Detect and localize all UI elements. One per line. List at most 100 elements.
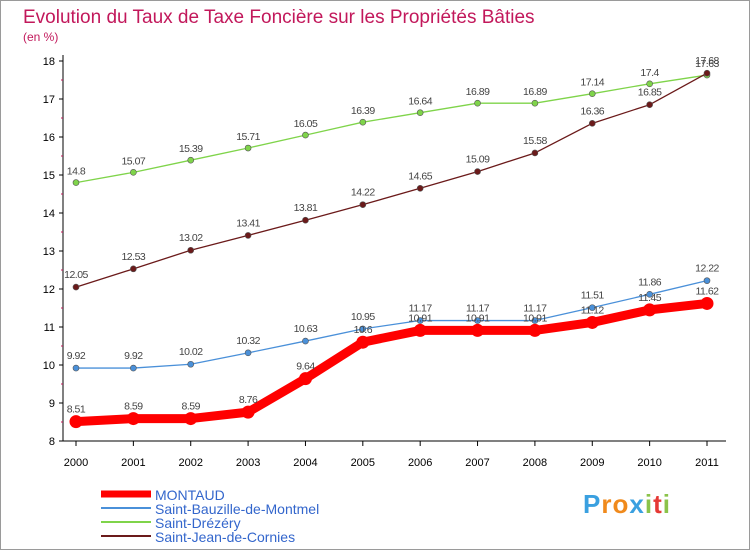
data-point — [302, 337, 309, 345]
series-line — [75, 74, 708, 184]
data-label: 10.63 — [294, 323, 318, 335]
data-point — [588, 304, 596, 311]
data-label: 9.64 — [296, 361, 315, 373]
data-label: 14.65 — [408, 170, 432, 182]
data-label: 8.76 — [239, 394, 258, 406]
data-labels-saint-bauzille-de-montmel: 9.92 9.92 10.02 10.32 10.63 10.95 11.17 11.17 11… — [67, 263, 720, 362]
data-point — [184, 412, 198, 426]
x-tick-label: 2002 — [178, 457, 202, 469]
data-point — [359, 325, 367, 333]
data-label: 10.95 — [351, 311, 375, 323]
series-line — [75, 279, 708, 369]
data-label: 11.12 — [581, 304, 605, 316]
series-saint-dr-z-ry — [72, 71, 711, 186]
data-point — [130, 265, 137, 273]
data-point — [130, 364, 137, 372]
data-label: 12.53 — [121, 251, 145, 263]
chart-title: Evolution du Taux de Taxe Foncière sur l… — [23, 7, 535, 28]
data-label: 11.17 — [466, 303, 490, 315]
proxiti-logo: Proxiti — [583, 489, 671, 520]
legend-label: Saint-Jean-de-Cornies — [155, 529, 295, 545]
data-point — [69, 415, 83, 429]
data-point — [130, 169, 137, 176]
x-tick-label: 2005 — [351, 457, 375, 469]
data-point — [474, 99, 481, 107]
x-tick-label: 2007 — [465, 457, 489, 469]
data-label: 11.45 — [638, 292, 662, 304]
data-label: 15.09 — [466, 154, 490, 166]
data-point — [244, 349, 252, 357]
data-point — [416, 185, 424, 192]
y-tick-label: 14 — [43, 208, 55, 220]
data-label: 11.17 — [523, 303, 547, 315]
y-tick-label: 10 — [43, 360, 55, 372]
series-saint-jean-de-cornies — [72, 69, 711, 291]
data-point — [471, 323, 485, 337]
data-point — [700, 296, 714, 310]
y-tick-label: 11 — [44, 322, 55, 334]
data-point — [531, 149, 539, 157]
data-point — [585, 315, 599, 329]
x-tick-label: 2000 — [64, 457, 88, 469]
data-label: 8.59 — [182, 401, 201, 413]
data-label: 13.02 — [179, 232, 203, 244]
data-label: 14.8 — [67, 166, 86, 178]
data-point — [703, 69, 711, 77]
data-label: 13.81 — [294, 202, 318, 214]
data-point — [359, 201, 367, 208]
data-point — [413, 323, 427, 337]
series-montaud — [69, 296, 714, 429]
y-tick-label: 15 — [43, 170, 55, 182]
data-point — [72, 364, 80, 372]
x-tick-label: 2009 — [580, 457, 604, 469]
data-labels-saint-dr-z-ry: 14.8 15.07 15.39 15.71 16.05 16.39 16.64 16.89 1… — [67, 58, 720, 178]
logo-letter: i — [662, 489, 671, 519]
data-point — [531, 99, 539, 107]
chart-subtitle: (en %) — [23, 30, 58, 44]
data-point — [126, 412, 140, 426]
data-point — [359, 118, 367, 126]
logo-letter: o — [612, 489, 630, 519]
y-tick-label: 17 — [43, 94, 55, 106]
series-line — [71, 298, 712, 427]
legend-label: Saint-Bauzille-de-Montmel — [155, 501, 319, 517]
data-label: 10.91 — [523, 312, 547, 324]
data-label: 16.85 — [638, 87, 662, 99]
data-label: 10.91 — [408, 312, 432, 324]
data-label: 17.68 — [695, 55, 719, 67]
data-label: 16.89 — [523, 86, 547, 98]
data-label: 16.05 — [294, 118, 318, 130]
data-label: 11.51 — [581, 290, 605, 302]
data-point — [416, 109, 424, 116]
data-point — [244, 232, 252, 239]
logo-letter: t — [653, 489, 663, 519]
data-point — [298, 372, 312, 386]
data-point — [187, 156, 195, 164]
data-label: 10.91 — [466, 312, 490, 324]
data-point — [643, 303, 657, 317]
data-point — [474, 168, 481, 175]
x-tick-label: 2003 — [236, 457, 260, 469]
y-tick-label: 12 — [43, 284, 55, 296]
logo-letter: P — [583, 489, 602, 519]
data-label: 8.59 — [124, 401, 143, 413]
data-label: 15.39 — [179, 143, 203, 155]
data-label: 11.17 — [409, 303, 433, 315]
series-line — [75, 72, 708, 288]
data-label: 8.51 — [67, 404, 86, 416]
data-label: 17.4 — [640, 67, 659, 79]
data-point — [302, 131, 309, 139]
data-label: 9.92 — [124, 350, 143, 362]
data-label: 15.58 — [523, 135, 547, 147]
data-point — [528, 323, 542, 337]
data-label: 16.64 — [408, 96, 432, 108]
x-tick-label: 2008 — [523, 457, 547, 469]
data-point — [531, 317, 539, 324]
data-point — [474, 317, 481, 324]
legend: MONTAUDSaint-Bauzille-de-MontmelSaint-Dr… — [101, 487, 319, 545]
data-label: 16.89 — [466, 86, 490, 98]
data-point — [244, 144, 252, 152]
